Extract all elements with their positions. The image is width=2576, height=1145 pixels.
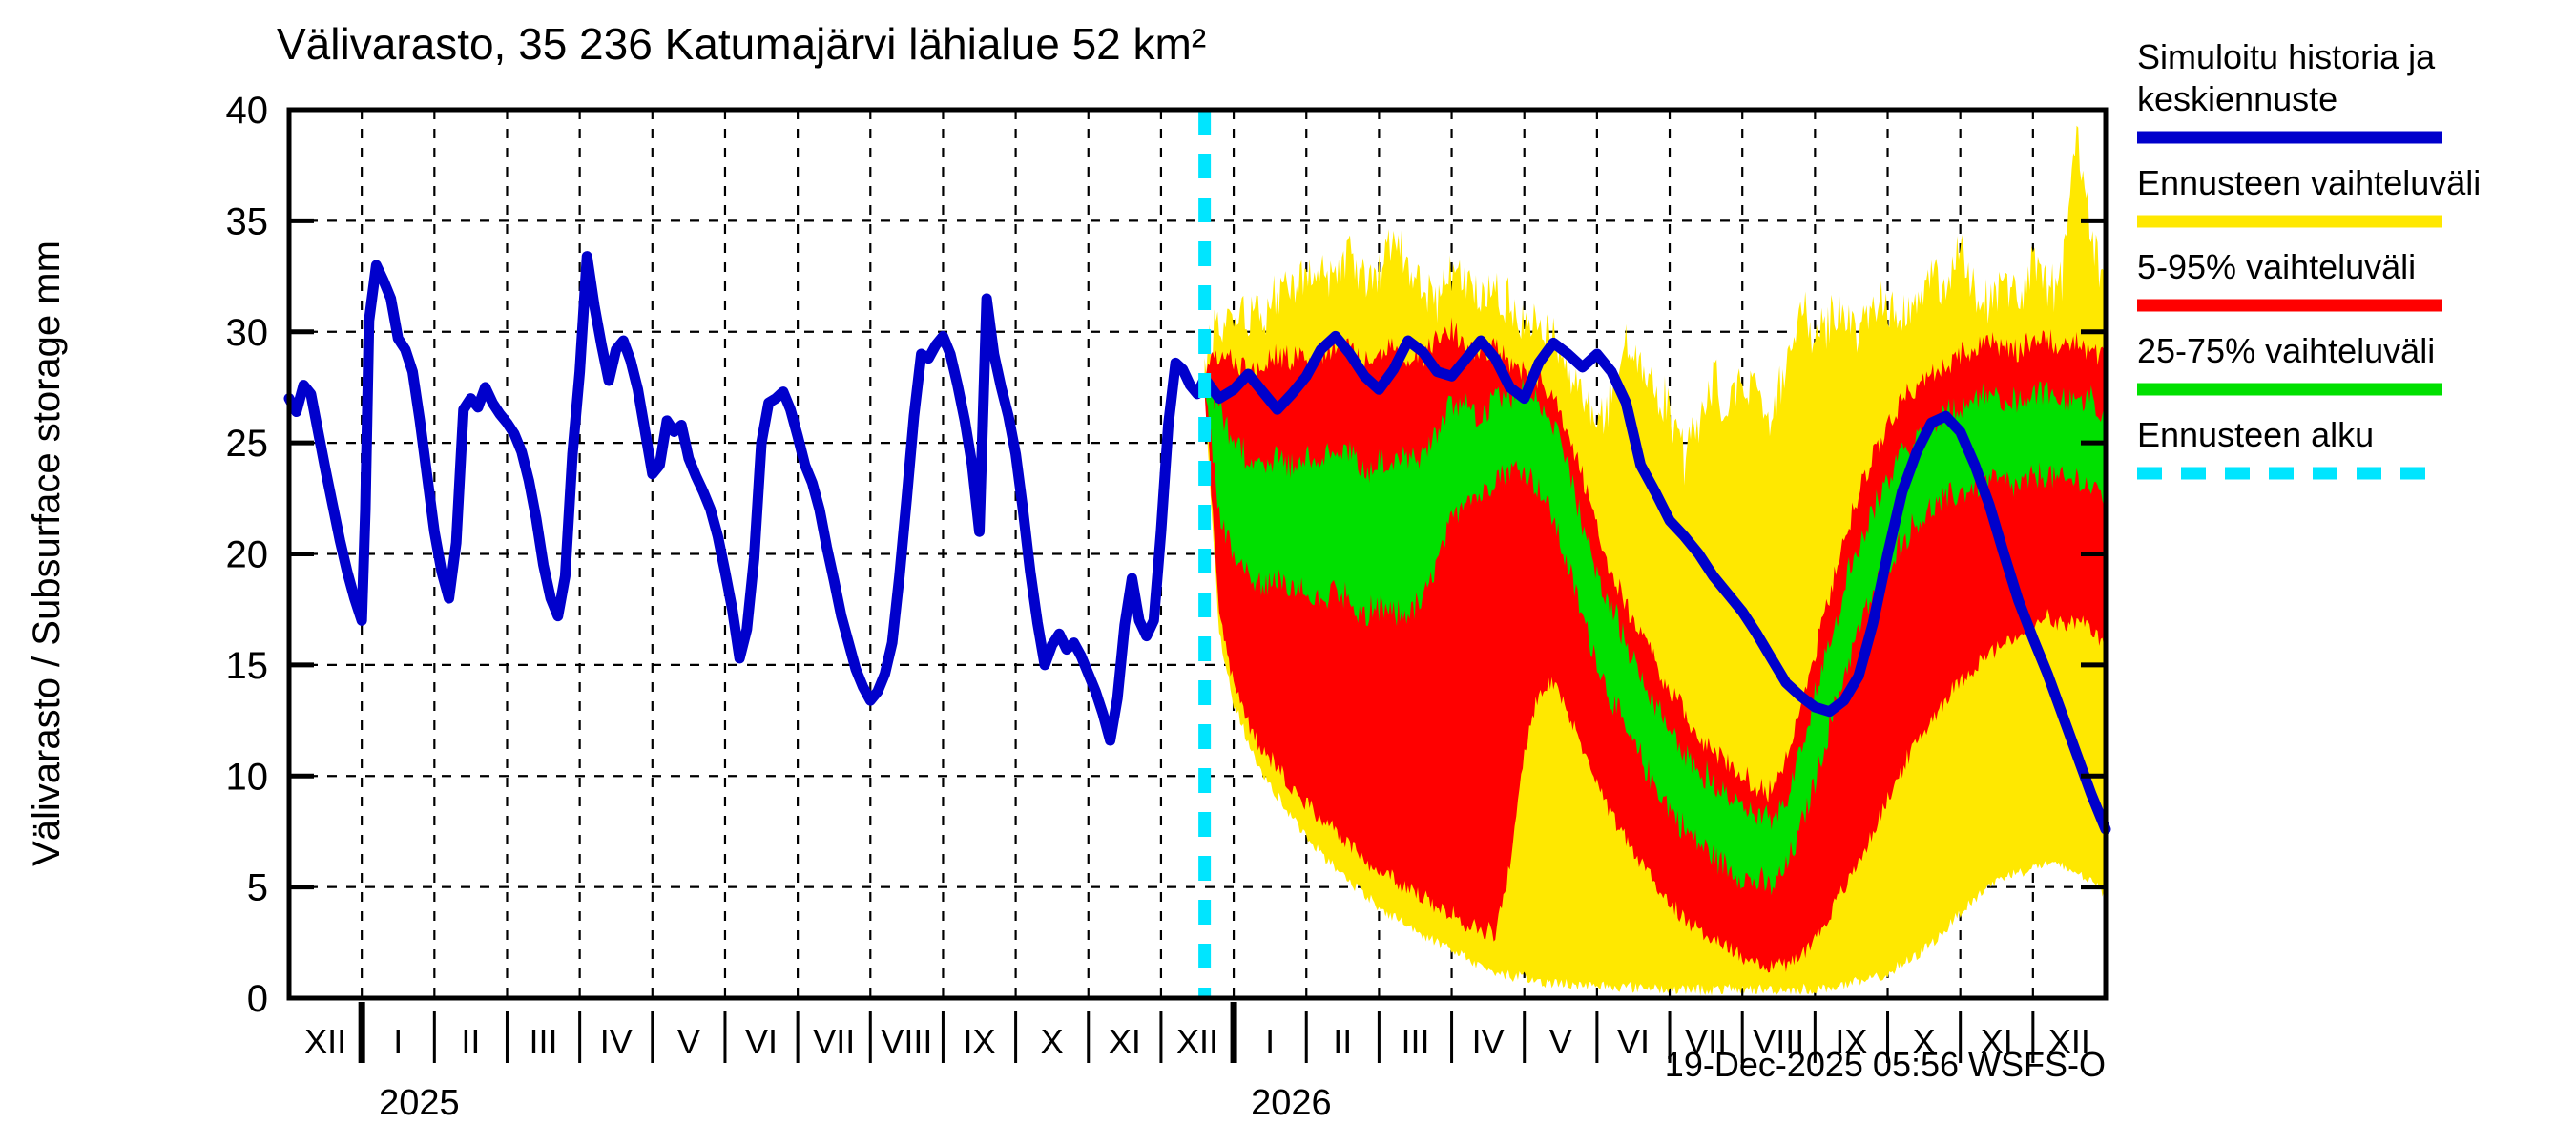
y-tick-label: 20: [226, 534, 269, 576]
x-tick-label: II: [1333, 1022, 1352, 1061]
legend-label: Simuloitu historia ja: [2137, 37, 2436, 76]
x-tick-label: II: [461, 1022, 480, 1061]
x-tick-label: III: [1401, 1022, 1429, 1061]
x-tick-label: XI: [1109, 1022, 1141, 1061]
x-tick-label: IX: [964, 1022, 996, 1061]
x-tick-label: IV: [1472, 1022, 1505, 1061]
x-tick-label: XI: [1981, 1022, 2013, 1061]
x-tick-label: IV: [600, 1022, 633, 1061]
x-tick-label: I: [1265, 1022, 1275, 1061]
x-tick-label: III: [530, 1022, 558, 1061]
band-p25-p75: [1204, 370, 2106, 896]
legend-label: 5-95% vaihteluväli: [2137, 247, 2416, 286]
x-tick-label: XII: [1176, 1022, 1218, 1061]
y-tick-label: 15: [226, 645, 269, 687]
y-tick-label: 25: [226, 423, 269, 465]
x-tick-label: XII: [2048, 1022, 2090, 1061]
x-axis-year-label: 2025: [379, 1083, 460, 1123]
y-tick-label: 40: [226, 90, 269, 132]
x-tick-label: V: [1549, 1022, 1572, 1061]
forecast-bands: [1204, 125, 2106, 996]
x-tick-label: XII: [304, 1022, 346, 1061]
x-tick-label: VI: [1617, 1022, 1650, 1061]
y-tick-label: 10: [226, 756, 269, 798]
x-tick-label: IX: [1835, 1022, 1867, 1061]
y-tick-label: 35: [226, 200, 269, 242]
legend-label: Ennusteen alku: [2137, 415, 2374, 454]
legend-label: keskiennuste: [2137, 79, 2337, 118]
x-tick-label: VIII: [1753, 1022, 1804, 1061]
x-tick-label: VII: [813, 1022, 855, 1061]
legend-label: Ennusteen vaihteluväli: [2137, 163, 2481, 202]
x-axis-ticks: XII I II III IV V VI VII VIII IX X XI XII I II III IV V VI…: [304, 1002, 2090, 1123]
timestamp: 19-Dec-2025 05:56 WSFS-O: [1665, 1045, 2106, 1084]
x-tick-label: VII: [1685, 1022, 1727, 1061]
x-tick-label: X: [1913, 1022, 1936, 1061]
x-tick-label: VI: [745, 1022, 778, 1061]
y-tick-label: 0: [247, 978, 268, 1020]
y-tick-label: 30: [226, 312, 269, 354]
mean-forecast-line: [283, 251, 2111, 835]
y-tick-label: 5: [247, 867, 268, 909]
x-tick-label: I: [393, 1022, 403, 1061]
x-tick-label: V: [677, 1022, 700, 1061]
y-axis-ticks: 0 5 10 15 20 25 30 35 40: [226, 90, 2106, 1020]
mean-line: [283, 251, 2111, 835]
x-tick-label: VIII: [881, 1022, 932, 1061]
legend-label: 25-75% vaihteluväli: [2137, 331, 2435, 370]
y-axis-label: Välivarasto / Subsurface storage mm: [26, 240, 68, 866]
page-title: Välivarasto, 35 236 Katumajärvi lähialue…: [277, 19, 1206, 69]
x-tick-label: X: [1041, 1022, 1064, 1061]
x-axis-year-label: 2026: [1251, 1083, 1332, 1123]
